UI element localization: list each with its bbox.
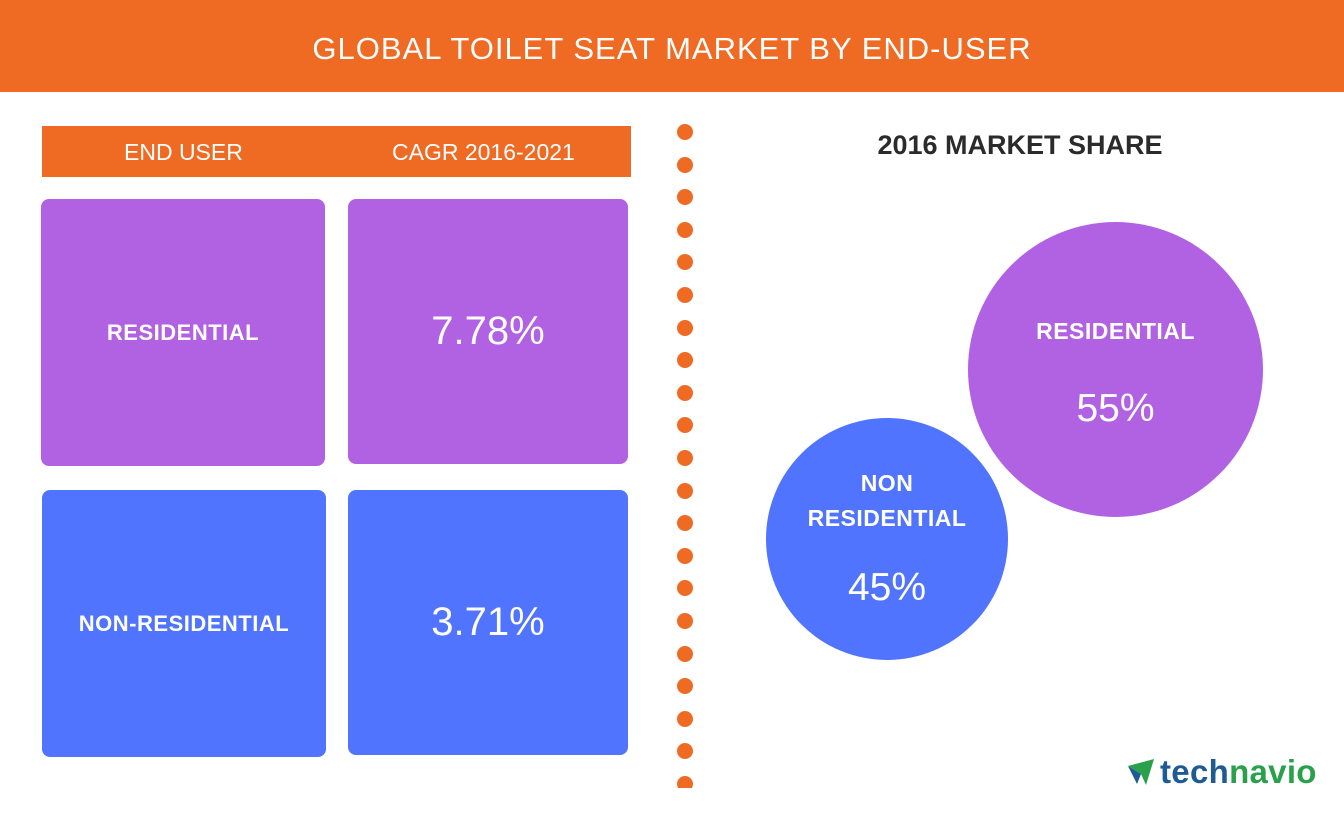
divider-dot <box>677 743 693 760</box>
logo-text-navio: navio <box>1229 753 1317 790</box>
divider-dot <box>677 776 693 788</box>
residential-cagr-value: 7.78% <box>431 309 545 353</box>
divider-dot <box>677 710 693 727</box>
non-residential-label-text: NON-RESIDENTIAL <box>78 610 290 636</box>
table-header: END USER CAGR 2016-2021 <box>42 126 631 177</box>
divider-dot <box>677 156 693 173</box>
divider-dot <box>677 189 693 206</box>
technavio-arrow-icon <box>1128 759 1154 785</box>
divider-dot <box>677 352 693 369</box>
divider-dot <box>677 580 693 597</box>
bubble-residential-value: 55% <box>1076 387 1155 430</box>
divider-dot <box>677 450 693 466</box>
row-non-residential-cagr: 3.71% <box>348 490 628 755</box>
bubble-non-residential-label: NON RESIDENTIAL <box>807 470 967 531</box>
title-banner: GLOBAL TOILET SEAT MARKET BY END-USER <box>0 0 1344 92</box>
divider-dot <box>677 645 693 662</box>
bubble-non-residential: NON RESIDENTIAL 45% <box>766 418 1008 660</box>
row-residential-label: RESIDENTIAL <box>41 199 325 466</box>
divider-dot <box>677 221 693 238</box>
bubble-non-residential-value: 45% <box>847 566 927 609</box>
header-end-user: END USER <box>124 139 243 165</box>
market-share-title: 2016 MARKET SHARE <box>877 130 1163 160</box>
row-non-residential-label: NON-RESIDENTIAL <box>42 490 326 757</box>
divider-dot <box>677 384 693 401</box>
residential-label-text: RESIDENTIAL <box>106 319 260 345</box>
divider-dot <box>677 678 693 695</box>
divider-dot <box>677 515 693 532</box>
non-residential-cagr-value: 3.71% <box>431 600 545 644</box>
divider-dot <box>677 124 693 140</box>
divider-dot <box>677 547 693 564</box>
divider-dot <box>677 417 693 434</box>
divider-dot <box>677 254 693 271</box>
header-cagr: CAGR 2016-2021 <box>392 139 575 165</box>
divider-dot <box>677 319 693 336</box>
technavio-logo: technavio <box>1126 752 1317 792</box>
row-residential-cagr: 7.78% <box>348 199 628 464</box>
logo-text-tech: tech <box>1160 753 1230 790</box>
bubble-residential-label: RESIDENTIAL <box>1036 318 1195 344</box>
page-title: GLOBAL TOILET SEAT MARKET BY END-USER <box>312 31 1032 66</box>
bubble-residential: RESIDENTIAL 55% <box>968 222 1263 517</box>
dotted-divider <box>677 124 695 788</box>
divider-dot <box>677 287 693 303</box>
divider-dot <box>677 613 693 629</box>
divider-dot <box>677 482 693 499</box>
